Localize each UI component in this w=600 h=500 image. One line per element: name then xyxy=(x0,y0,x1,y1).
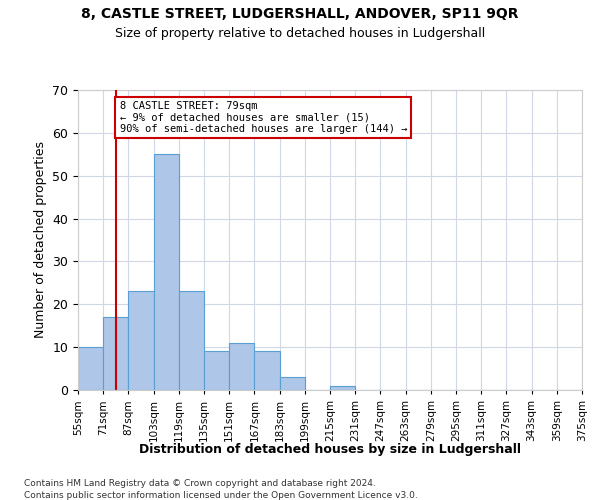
Text: Distribution of detached houses by size in Ludgershall: Distribution of detached houses by size … xyxy=(139,442,521,456)
Bar xyxy=(103,317,128,390)
Bar xyxy=(179,292,204,390)
Bar xyxy=(254,352,280,390)
Bar xyxy=(78,347,103,390)
Text: Size of property relative to detached houses in Ludgershall: Size of property relative to detached ho… xyxy=(115,28,485,40)
Text: 8, CASTLE STREET, LUDGERSHALL, ANDOVER, SP11 9QR: 8, CASTLE STREET, LUDGERSHALL, ANDOVER, … xyxy=(81,8,519,22)
Bar xyxy=(154,154,179,390)
Text: 8 CASTLE STREET: 79sqm
← 9% of detached houses are smaller (15)
90% of semi-deta: 8 CASTLE STREET: 79sqm ← 9% of detached … xyxy=(119,100,407,134)
Text: Contains HM Land Registry data © Crown copyright and database right 2024.: Contains HM Land Registry data © Crown c… xyxy=(24,479,376,488)
Y-axis label: Number of detached properties: Number of detached properties xyxy=(34,142,47,338)
Bar xyxy=(204,352,229,390)
Bar xyxy=(229,343,254,390)
Bar xyxy=(330,386,355,390)
Bar xyxy=(128,292,154,390)
Bar xyxy=(280,377,305,390)
Text: Contains public sector information licensed under the Open Government Licence v3: Contains public sector information licen… xyxy=(24,491,418,500)
